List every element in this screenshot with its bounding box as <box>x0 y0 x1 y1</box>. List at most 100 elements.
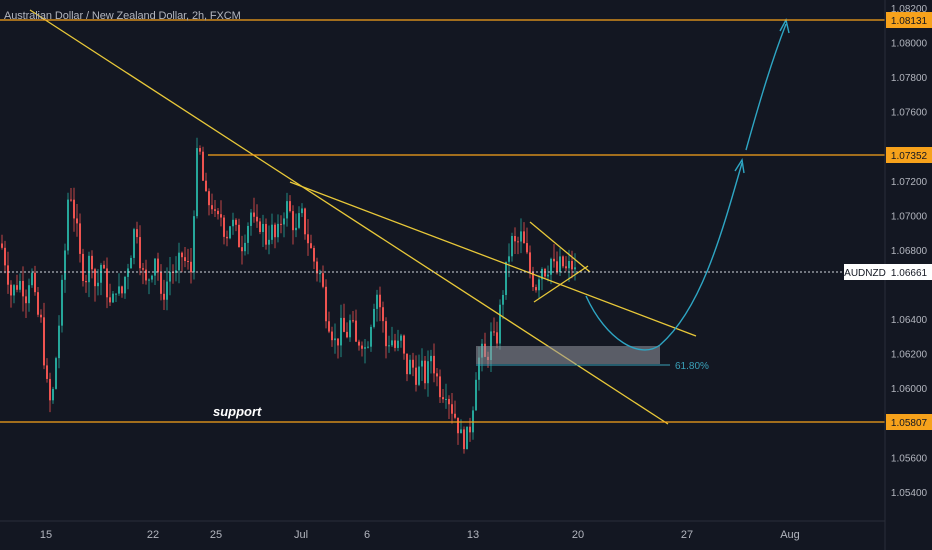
candle-bear <box>10 284 12 296</box>
candle-bull <box>166 281 168 300</box>
level-tag-high: 1.08131 <box>886 12 932 28</box>
candle-bull <box>430 355 432 362</box>
candle-bear <box>106 268 108 298</box>
candle-bear <box>217 210 219 215</box>
candle-bull <box>334 338 336 341</box>
candle-bear <box>433 355 435 374</box>
x-axis[interactable]: 15 22 25 Jul 6 13 20 27 Aug <box>40 529 800 541</box>
candle-bull <box>349 320 351 338</box>
y-tick-label: 1.07800 <box>891 73 928 84</box>
y-tick-label: 1.06800 <box>891 246 928 257</box>
current-price-tag: AUDNZD 1.06661 <box>844 264 932 280</box>
candle-bear <box>82 253 84 282</box>
candle-bull <box>388 345 390 347</box>
candle-bear <box>241 247 243 252</box>
candle-bull <box>130 257 132 269</box>
y-tick-label: 1.08000 <box>891 39 928 50</box>
candle-bear <box>532 272 534 288</box>
symbol-tag-text: AUDNZD <box>844 268 886 279</box>
candle-bear <box>556 261 558 273</box>
candle-bull <box>502 294 504 305</box>
candle-bear <box>346 331 348 338</box>
candle-bull <box>58 325 60 359</box>
candle-bull <box>538 279 540 291</box>
candle-bear <box>313 248 315 262</box>
candle-bull <box>409 359 411 375</box>
candle-bear <box>25 296 27 304</box>
pennant-lower-line[interactable] <box>533 265 589 303</box>
candle-bull <box>505 261 507 295</box>
projection-curve <box>585 162 743 351</box>
candle-bull <box>295 227 297 231</box>
candle-bull <box>340 317 342 346</box>
x-tick-label: 6 <box>364 529 370 541</box>
candle-bear <box>496 332 498 344</box>
candle-bear <box>184 257 186 262</box>
candle-bear <box>4 247 6 266</box>
candle-bear <box>274 224 276 238</box>
support-label: support <box>213 404 262 419</box>
candle-bear <box>379 294 381 308</box>
fib-label: 61.80% <box>675 361 709 372</box>
candle-bear <box>442 397 444 400</box>
candle-bull <box>460 429 462 434</box>
candle-bear <box>187 261 189 263</box>
candle-bear <box>451 404 453 414</box>
candle-bull <box>31 272 33 286</box>
pennant-upper-line[interactable] <box>529 221 591 273</box>
x-tick-label: 13 <box>467 529 479 541</box>
candle-bull <box>100 264 102 283</box>
candle-bear <box>436 373 438 377</box>
candle-bear <box>571 260 573 270</box>
candle-bear <box>142 268 144 270</box>
candle-bear <box>145 269 147 281</box>
candle-bull <box>55 358 57 389</box>
candle-bull <box>13 285 15 296</box>
candle-bear <box>139 237 141 269</box>
candle-bear <box>109 297 111 303</box>
candle-bear <box>49 378 51 401</box>
candle-bear <box>523 231 525 244</box>
candle-bear <box>562 256 564 267</box>
candle-bear <box>22 280 24 297</box>
candle-bull <box>19 280 21 290</box>
candle-bear <box>406 353 408 375</box>
candle-bull <box>124 276 126 294</box>
candle-bull <box>574 267 576 270</box>
x-tick-label: 20 <box>572 529 584 541</box>
candle-bear <box>355 320 357 342</box>
candle-bull <box>229 226 231 239</box>
candle-bear <box>304 208 306 235</box>
candle-bear <box>46 365 48 379</box>
channel-lower-line[interactable] <box>289 181 697 337</box>
candle-bear <box>352 320 354 322</box>
candle-bear <box>70 199 72 201</box>
candle-bull <box>148 279 150 281</box>
chart-title: Australian Dollar / New Zealand Dollar, … <box>4 10 241 22</box>
y-tick-label: 1.05400 <box>891 488 928 499</box>
x-tick-label: Aug <box>780 529 800 541</box>
y-tick-label: 1.06000 <box>891 384 928 395</box>
candle-bear <box>454 413 456 418</box>
candle-bull <box>154 258 156 276</box>
candle-bull <box>511 236 513 257</box>
candle-bull <box>418 366 420 385</box>
candle-bear <box>517 241 519 243</box>
candle-bull <box>61 279 63 326</box>
candle-bull <box>286 201 288 219</box>
candle-bear <box>40 314 42 318</box>
candle-bear <box>361 345 363 349</box>
candle-bear <box>382 307 384 322</box>
y-axis[interactable]: 1.05400 1.05600 1.06000 1.06200 1.06400 1.068… <box>891 4 928 499</box>
candle-bear <box>85 281 87 283</box>
candle-bull <box>112 293 114 303</box>
x-tick-label: 22 <box>147 529 159 541</box>
candle-bull <box>88 255 90 283</box>
candle-bear <box>394 340 396 348</box>
candle-bear <box>280 223 282 225</box>
candle-bear <box>385 321 387 347</box>
candle-bull <box>28 285 30 304</box>
candle-bull <box>169 271 171 282</box>
fib-zone-box[interactable] <box>476 346 660 364</box>
